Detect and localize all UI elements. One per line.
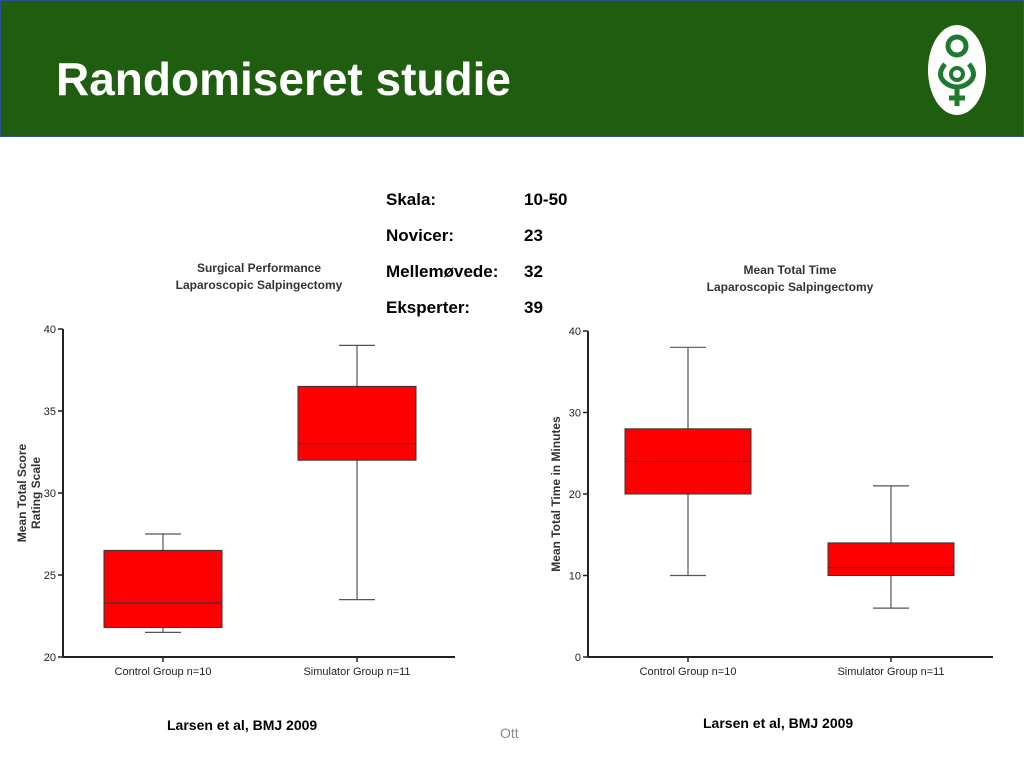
citation-left: Larsen et al, BMJ 2009: [167, 717, 318, 733]
scale-label: Eksperter:: [386, 298, 471, 317]
y-tick-label: 40: [569, 326, 581, 338]
y-tick-label: 0: [575, 652, 581, 664]
scale-row: Skala: 10-50: [386, 186, 567, 222]
y-tick-label: 30: [569, 408, 581, 420]
x-tick-label: Control Group n=10: [115, 666, 212, 678]
footer-text: Ott: [500, 725, 519, 741]
y-tick-label: 25: [44, 570, 56, 582]
scale-row: Mellemøvede: 32: [386, 258, 567, 294]
scale-label: Skala:: [386, 190, 437, 209]
scale-row: Novicer: 23: [386, 222, 567, 258]
fetus-logo-icon: [928, 25, 986, 115]
y-axis-label-2: Rating Scale: [29, 457, 43, 529]
y-axis-label: Mean Total Score: [15, 443, 29, 542]
y-tick-label: 10: [569, 571, 581, 583]
scale-value: 32: [524, 262, 543, 281]
scale-row: Eksperter: 39: [386, 294, 567, 330]
box-iqr: [297, 385, 417, 461]
box-iqr: [103, 549, 223, 628]
slide-header: [0, 0, 1024, 137]
slide-title: Randomiseret studie: [56, 53, 511, 105]
chart-subtitle: Laparoscopic Salpingectomy: [707, 280, 874, 294]
chart-subtitle: Laparoscopic Salpingectomy: [176, 278, 343, 292]
citation-right: Larsen et al, BMJ 2009: [703, 715, 854, 731]
x-tick-label: Simulator Group n=11: [837, 666, 944, 678]
scale-table: Skala: 10-50 Novicer: 23 Mellemøvede: 32…: [386, 186, 567, 330]
x-tick-label: Simulator Group n=11: [303, 666, 410, 678]
scale-label: Novicer:: [386, 226, 455, 245]
scale-value: 23: [524, 226, 543, 245]
chart-title: Surgical Performance: [197, 261, 321, 275]
y-tick-label: 20: [569, 489, 581, 501]
chart-title: Mean Total Time: [744, 263, 837, 277]
y-tick-label: 35: [44, 406, 56, 418]
y-tick-label: 20: [44, 652, 56, 664]
y-tick-label: 40: [44, 324, 56, 336]
x-tick-label: Control Group n=10: [640, 666, 737, 678]
box-iqr: [827, 542, 955, 577]
scale-value: 10-50: [524, 190, 568, 209]
scale-label: Mellemøvede:: [386, 262, 499, 281]
y-tick-label: 30: [44, 488, 56, 500]
scale-value: 39: [524, 298, 543, 317]
y-axis-label: Mean Total Time in Minutes: [549, 416, 563, 572]
